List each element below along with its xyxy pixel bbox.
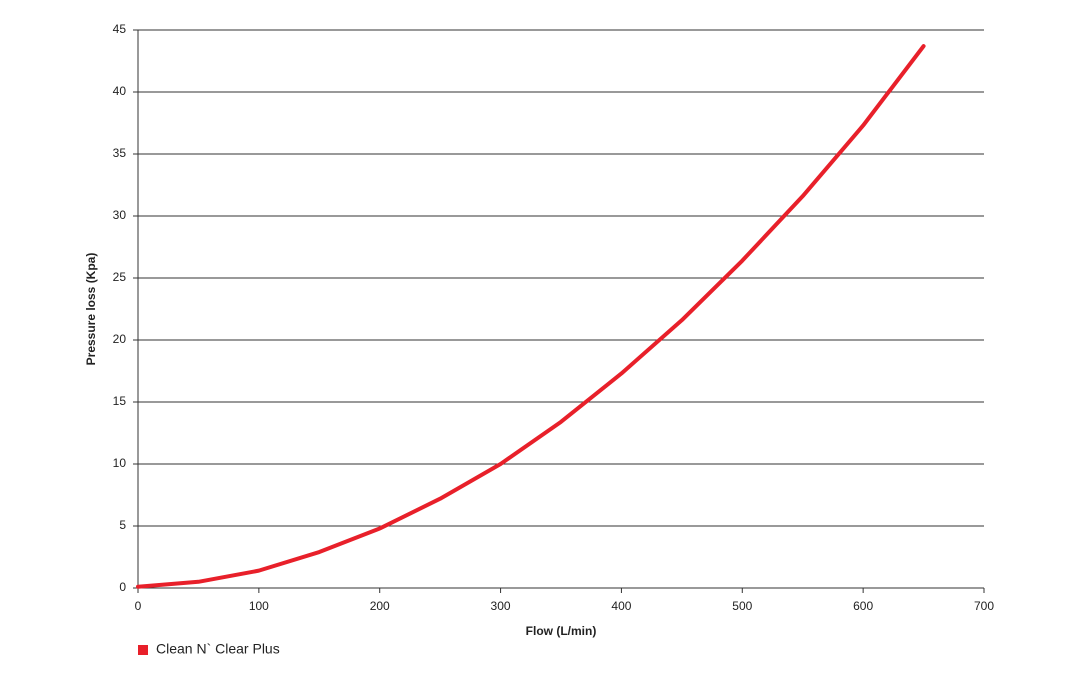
data-line bbox=[136, 44, 926, 589]
legend-label: Clean N` Clear Plus bbox=[156, 641, 280, 657]
x-tick-label: 600 bbox=[853, 599, 873, 613]
y-tick-label: 35 bbox=[113, 146, 127, 160]
y-tick-label: 30 bbox=[113, 208, 127, 222]
x-axis-label: Flow (L/min) bbox=[526, 624, 597, 638]
y-tick-label: 20 bbox=[113, 332, 127, 346]
legend-swatch bbox=[138, 645, 148, 655]
x-tick-label: 300 bbox=[491, 599, 511, 613]
y-axis-label: Pressure loss (Kpa) bbox=[84, 253, 98, 366]
x-tick-label: 500 bbox=[732, 599, 752, 613]
y-tick-label: 10 bbox=[113, 456, 127, 470]
x-tick-label: 200 bbox=[370, 599, 390, 613]
x-tick-label: 700 bbox=[974, 599, 994, 613]
y-tick-label: 45 bbox=[113, 22, 127, 36]
x-tick-label: 0 bbox=[135, 599, 142, 613]
x-tick-label: 400 bbox=[611, 599, 631, 613]
y-tick-label: 40 bbox=[113, 84, 127, 98]
y-tick-label: 5 bbox=[119, 518, 126, 532]
y-tick-label: 0 bbox=[119, 580, 126, 594]
y-tick-label: 15 bbox=[113, 394, 127, 408]
x-tick-label: 100 bbox=[249, 599, 269, 613]
y-tick-label: 25 bbox=[113, 270, 127, 284]
